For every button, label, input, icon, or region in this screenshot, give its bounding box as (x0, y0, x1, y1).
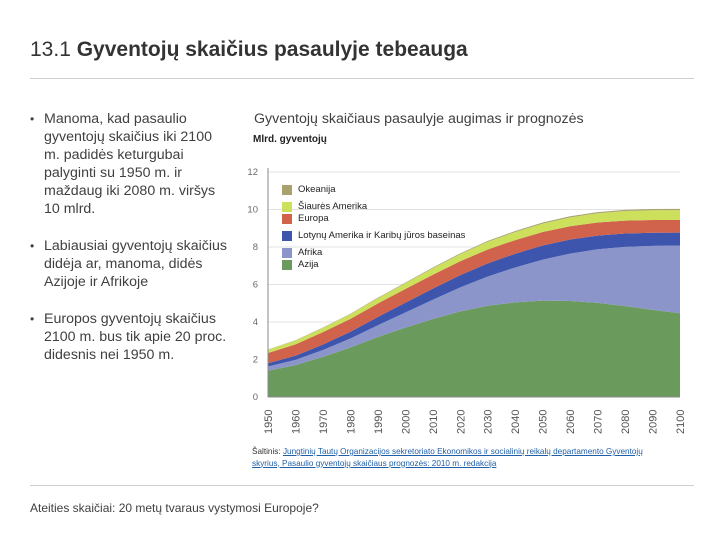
y-tick-label: 12 (247, 167, 258, 178)
legend-swatch (282, 260, 292, 270)
x-tick-label: 1980 (345, 410, 357, 434)
legend-label: Lotynų Amerika ir Karibų jūros baseinas (298, 230, 466, 241)
footer-divider (30, 485, 694, 486)
footer-text: Ateities skaičiai: 20 metų tvaraus vysty… (30, 501, 319, 515)
x-tick-label: 2090 (648, 410, 660, 434)
bullet-item: Manoma, kad pasaulio gyventojų skaičius … (30, 110, 230, 218)
x-tick-label: 2020 (455, 410, 467, 434)
x-tick-label: 1960 (290, 410, 302, 434)
bullet-item: Europos gyventojų skaičius 2100 m. bus t… (30, 310, 230, 364)
y-tick-label: 2 (253, 355, 258, 366)
x-tick-label: 2070 (593, 410, 605, 434)
y-tick-label: 4 (253, 317, 258, 328)
source-note: Šaltinis: Jungtinių Tautų Organizacijos … (252, 446, 672, 469)
y-axis-unit-label: Mlrd. gyventojų (253, 134, 327, 145)
legend-label: Afrika (298, 247, 323, 258)
legend-label: Šiaurės Amerika (298, 201, 368, 212)
slide-title-text: Gyventojų skaičius pasaulyje tebeauga (76, 38, 468, 61)
x-tick-label: 2100 (675, 410, 687, 434)
area-series-azija (268, 300, 680, 397)
legend-label: Europa (298, 213, 329, 224)
x-tick-label: 2040 (510, 410, 522, 434)
y-tick-label: 10 (247, 205, 258, 216)
y-tick-label: 8 (253, 242, 258, 253)
x-tick-label: 2010 (428, 410, 440, 434)
y-tick-label: 6 (253, 280, 258, 291)
x-tick-label: 2030 (483, 410, 495, 434)
slide-title: 13.1 Gyventojų skaičius pasaulyje tebeau… (30, 38, 468, 62)
area-series-afrika (268, 245, 680, 371)
x-tick-label: 2000 (400, 410, 412, 434)
title-divider (30, 78, 694, 79)
area-series-europa (268, 220, 680, 364)
legend-swatch (282, 185, 292, 195)
legend-label: Azija (298, 259, 319, 270)
source-link[interactable]: Jungtinių Tautų Organizacijos sekretoria… (252, 447, 643, 468)
chart-title: Gyventojų skaičiaus pasaulyje augimas ir… (254, 111, 584, 127)
area-series-lotynu-amerika-ir-karibu-juros-baseinas (268, 232, 680, 367)
legend-label: Okeanija (298, 184, 336, 195)
x-tick-label: 2050 (538, 410, 550, 434)
slide-number: 13.1 (30, 38, 71, 61)
x-tick-label: 1970 (318, 410, 330, 434)
legend-swatch (282, 231, 292, 241)
x-tick-label: 1950 (263, 410, 275, 434)
source-label: Šaltinis: (252, 447, 281, 456)
x-tick-label: 2060 (565, 410, 577, 434)
legend-swatch (282, 214, 292, 224)
x-tick-label: 2080 (620, 410, 632, 434)
legend-swatch (282, 202, 292, 212)
x-tick-label: 1990 (373, 410, 385, 434)
bullet-list: Manoma, kad pasaulio gyventojų skaičius … (30, 110, 230, 383)
legend-swatch (282, 248, 292, 258)
bullet-item: Labiausiai gyventojų skaičius didėja ar,… (30, 237, 230, 291)
y-tick-label: 0 (253, 392, 258, 403)
